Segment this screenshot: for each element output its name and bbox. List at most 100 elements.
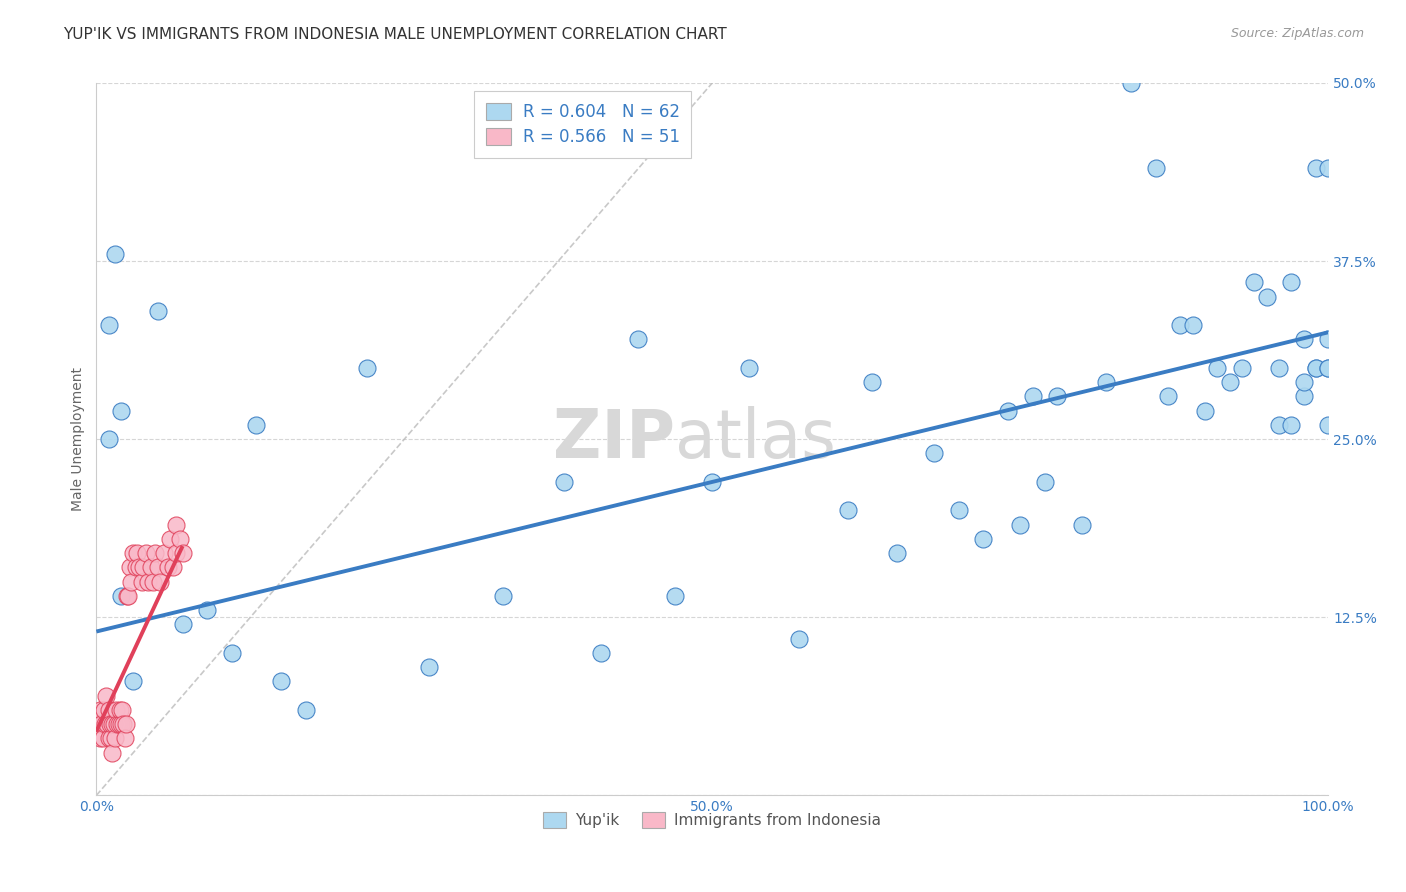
Point — [162, 560, 184, 574]
Point — [492, 589, 515, 603]
Point — [664, 589, 686, 603]
Point — [89, 703, 111, 717]
Point — [105, 703, 128, 717]
Point — [1170, 318, 1192, 333]
Point — [1230, 360, 1253, 375]
Point — [702, 475, 724, 489]
Point — [591, 646, 613, 660]
Point — [105, 717, 128, 731]
Point — [131, 574, 153, 589]
Point — [1256, 290, 1278, 304]
Point — [146, 560, 169, 574]
Text: Source: ZipAtlas.com: Source: ZipAtlas.com — [1230, 27, 1364, 40]
Point — [97, 703, 120, 717]
Point — [1219, 375, 1241, 389]
Point — [997, 403, 1019, 417]
Point — [1317, 333, 1340, 347]
Point — [1305, 161, 1327, 176]
Point — [418, 660, 440, 674]
Point — [245, 417, 267, 432]
Point — [886, 546, 908, 560]
Point — [146, 304, 169, 318]
Point — [195, 603, 218, 617]
Point — [97, 731, 120, 746]
Point — [860, 375, 883, 389]
Point — [1268, 417, 1291, 432]
Point — [128, 560, 150, 574]
Point — [90, 717, 112, 731]
Point — [149, 574, 172, 589]
Point — [104, 731, 127, 746]
Point — [837, 503, 859, 517]
Point — [120, 574, 142, 589]
Point — [122, 674, 145, 689]
Point — [96, 689, 118, 703]
Point — [1033, 475, 1056, 489]
Text: YUP'IK VS IMMIGRANTS FROM INDONESIA MALE UNEMPLOYMENT CORRELATION CHART: YUP'IK VS IMMIGRANTS FROM INDONESIA MALE… — [63, 27, 727, 42]
Point — [738, 360, 761, 375]
Point — [165, 517, 187, 532]
Point — [159, 532, 181, 546]
Point — [115, 717, 138, 731]
Point — [169, 532, 191, 546]
Legend: Yup'ik, Immigrants from Indonesia: Yup'ik, Immigrants from Indonesia — [537, 805, 887, 834]
Point — [1317, 161, 1340, 176]
Point — [294, 703, 316, 717]
Point — [118, 560, 141, 574]
Point — [1206, 360, 1229, 375]
Point — [156, 560, 179, 574]
Point — [93, 703, 115, 717]
Point — [172, 617, 194, 632]
Point — [1010, 517, 1032, 532]
Point — [110, 589, 132, 603]
Point — [94, 717, 117, 731]
Point — [1157, 389, 1180, 403]
Point — [107, 717, 129, 731]
Point — [1046, 389, 1069, 403]
Point — [1292, 333, 1315, 347]
Point — [1305, 360, 1327, 375]
Point — [114, 731, 136, 746]
Text: atlas: atlas — [675, 406, 837, 472]
Point — [98, 717, 121, 731]
Point — [103, 717, 125, 731]
Point — [1243, 276, 1265, 290]
Point — [125, 546, 148, 560]
Point — [139, 560, 162, 574]
Point — [1317, 417, 1340, 432]
Point — [221, 646, 243, 660]
Point — [89, 717, 111, 731]
Point — [101, 717, 124, 731]
Point — [110, 403, 132, 417]
Point — [1317, 360, 1340, 375]
Point — [1292, 375, 1315, 389]
Point — [117, 589, 139, 603]
Point — [111, 703, 134, 717]
Point — [1317, 360, 1340, 375]
Point — [922, 446, 945, 460]
Point — [1181, 318, 1204, 333]
Point — [104, 247, 127, 261]
Text: ZIP: ZIP — [554, 406, 675, 472]
Point — [97, 432, 120, 446]
Point — [112, 717, 135, 731]
Point — [165, 546, 187, 560]
Point — [627, 333, 650, 347]
Point — [1279, 417, 1302, 432]
Point — [1095, 375, 1118, 389]
Point — [145, 546, 167, 560]
Point — [787, 632, 810, 646]
Point — [100, 731, 122, 746]
Point — [142, 574, 165, 589]
Point — [153, 546, 176, 560]
Point — [948, 503, 970, 517]
Point — [172, 546, 194, 560]
Point — [1070, 517, 1092, 532]
Point — [97, 318, 120, 333]
Point — [125, 560, 148, 574]
Point — [1021, 389, 1043, 403]
Point — [1279, 276, 1302, 290]
Point — [553, 475, 575, 489]
Point — [1194, 403, 1216, 417]
Point — [91, 731, 114, 746]
